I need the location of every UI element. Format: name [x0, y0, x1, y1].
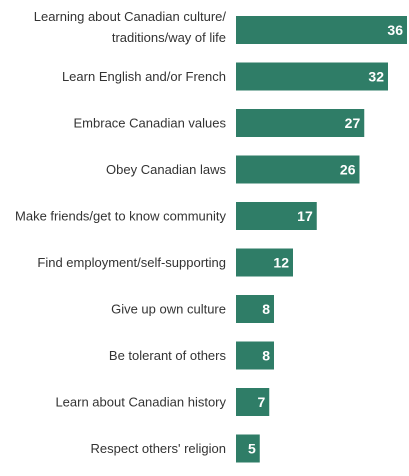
bar	[236, 388, 270, 416]
bar-value-label: 32	[368, 69, 384, 85]
bar-value-label: 17	[297, 208, 313, 224]
bar	[236, 202, 317, 230]
bar	[236, 248, 293, 277]
bar	[236, 16, 407, 44]
bar-value-label: 36	[387, 22, 403, 38]
category-label: traditions/way of life	[112, 30, 226, 45]
category-label: Make friends/get to know community	[15, 209, 226, 224]
bar-group: 36 Learning about Canadian culture/tradit…	[15, 9, 407, 463]
category-label: Obey Canadian laws	[106, 162, 226, 177]
bar-value-label: 12	[273, 255, 289, 271]
bar-value-label: 8	[262, 348, 270, 364]
bar-value-label: 5	[248, 441, 256, 457]
bar-value-label: 8	[262, 301, 270, 317]
category-label: Respect others' religion	[91, 441, 226, 456]
category-label: Give up own culture	[111, 302, 226, 317]
bar-value-label: 26	[340, 162, 356, 178]
category-label: Learning about Canadian culture/	[34, 9, 227, 24]
bar	[236, 62, 388, 91]
bar-value-label: 7	[257, 394, 265, 410]
category-label: Find employment/self-supporting	[37, 255, 226, 270]
bar	[236, 295, 274, 323]
bar	[236, 434, 260, 463]
category-label: Learn English and/or French	[62, 69, 226, 84]
category-label: Learn about Canadian history	[55, 395, 226, 410]
bar	[236, 341, 274, 370]
bar	[236, 109, 365, 137]
bar	[236, 155, 360, 184]
category-label: Embrace Canadian values	[74, 116, 227, 131]
category-label: Be tolerant of others	[109, 348, 227, 363]
bar-value-label: 27	[345, 115, 361, 131]
